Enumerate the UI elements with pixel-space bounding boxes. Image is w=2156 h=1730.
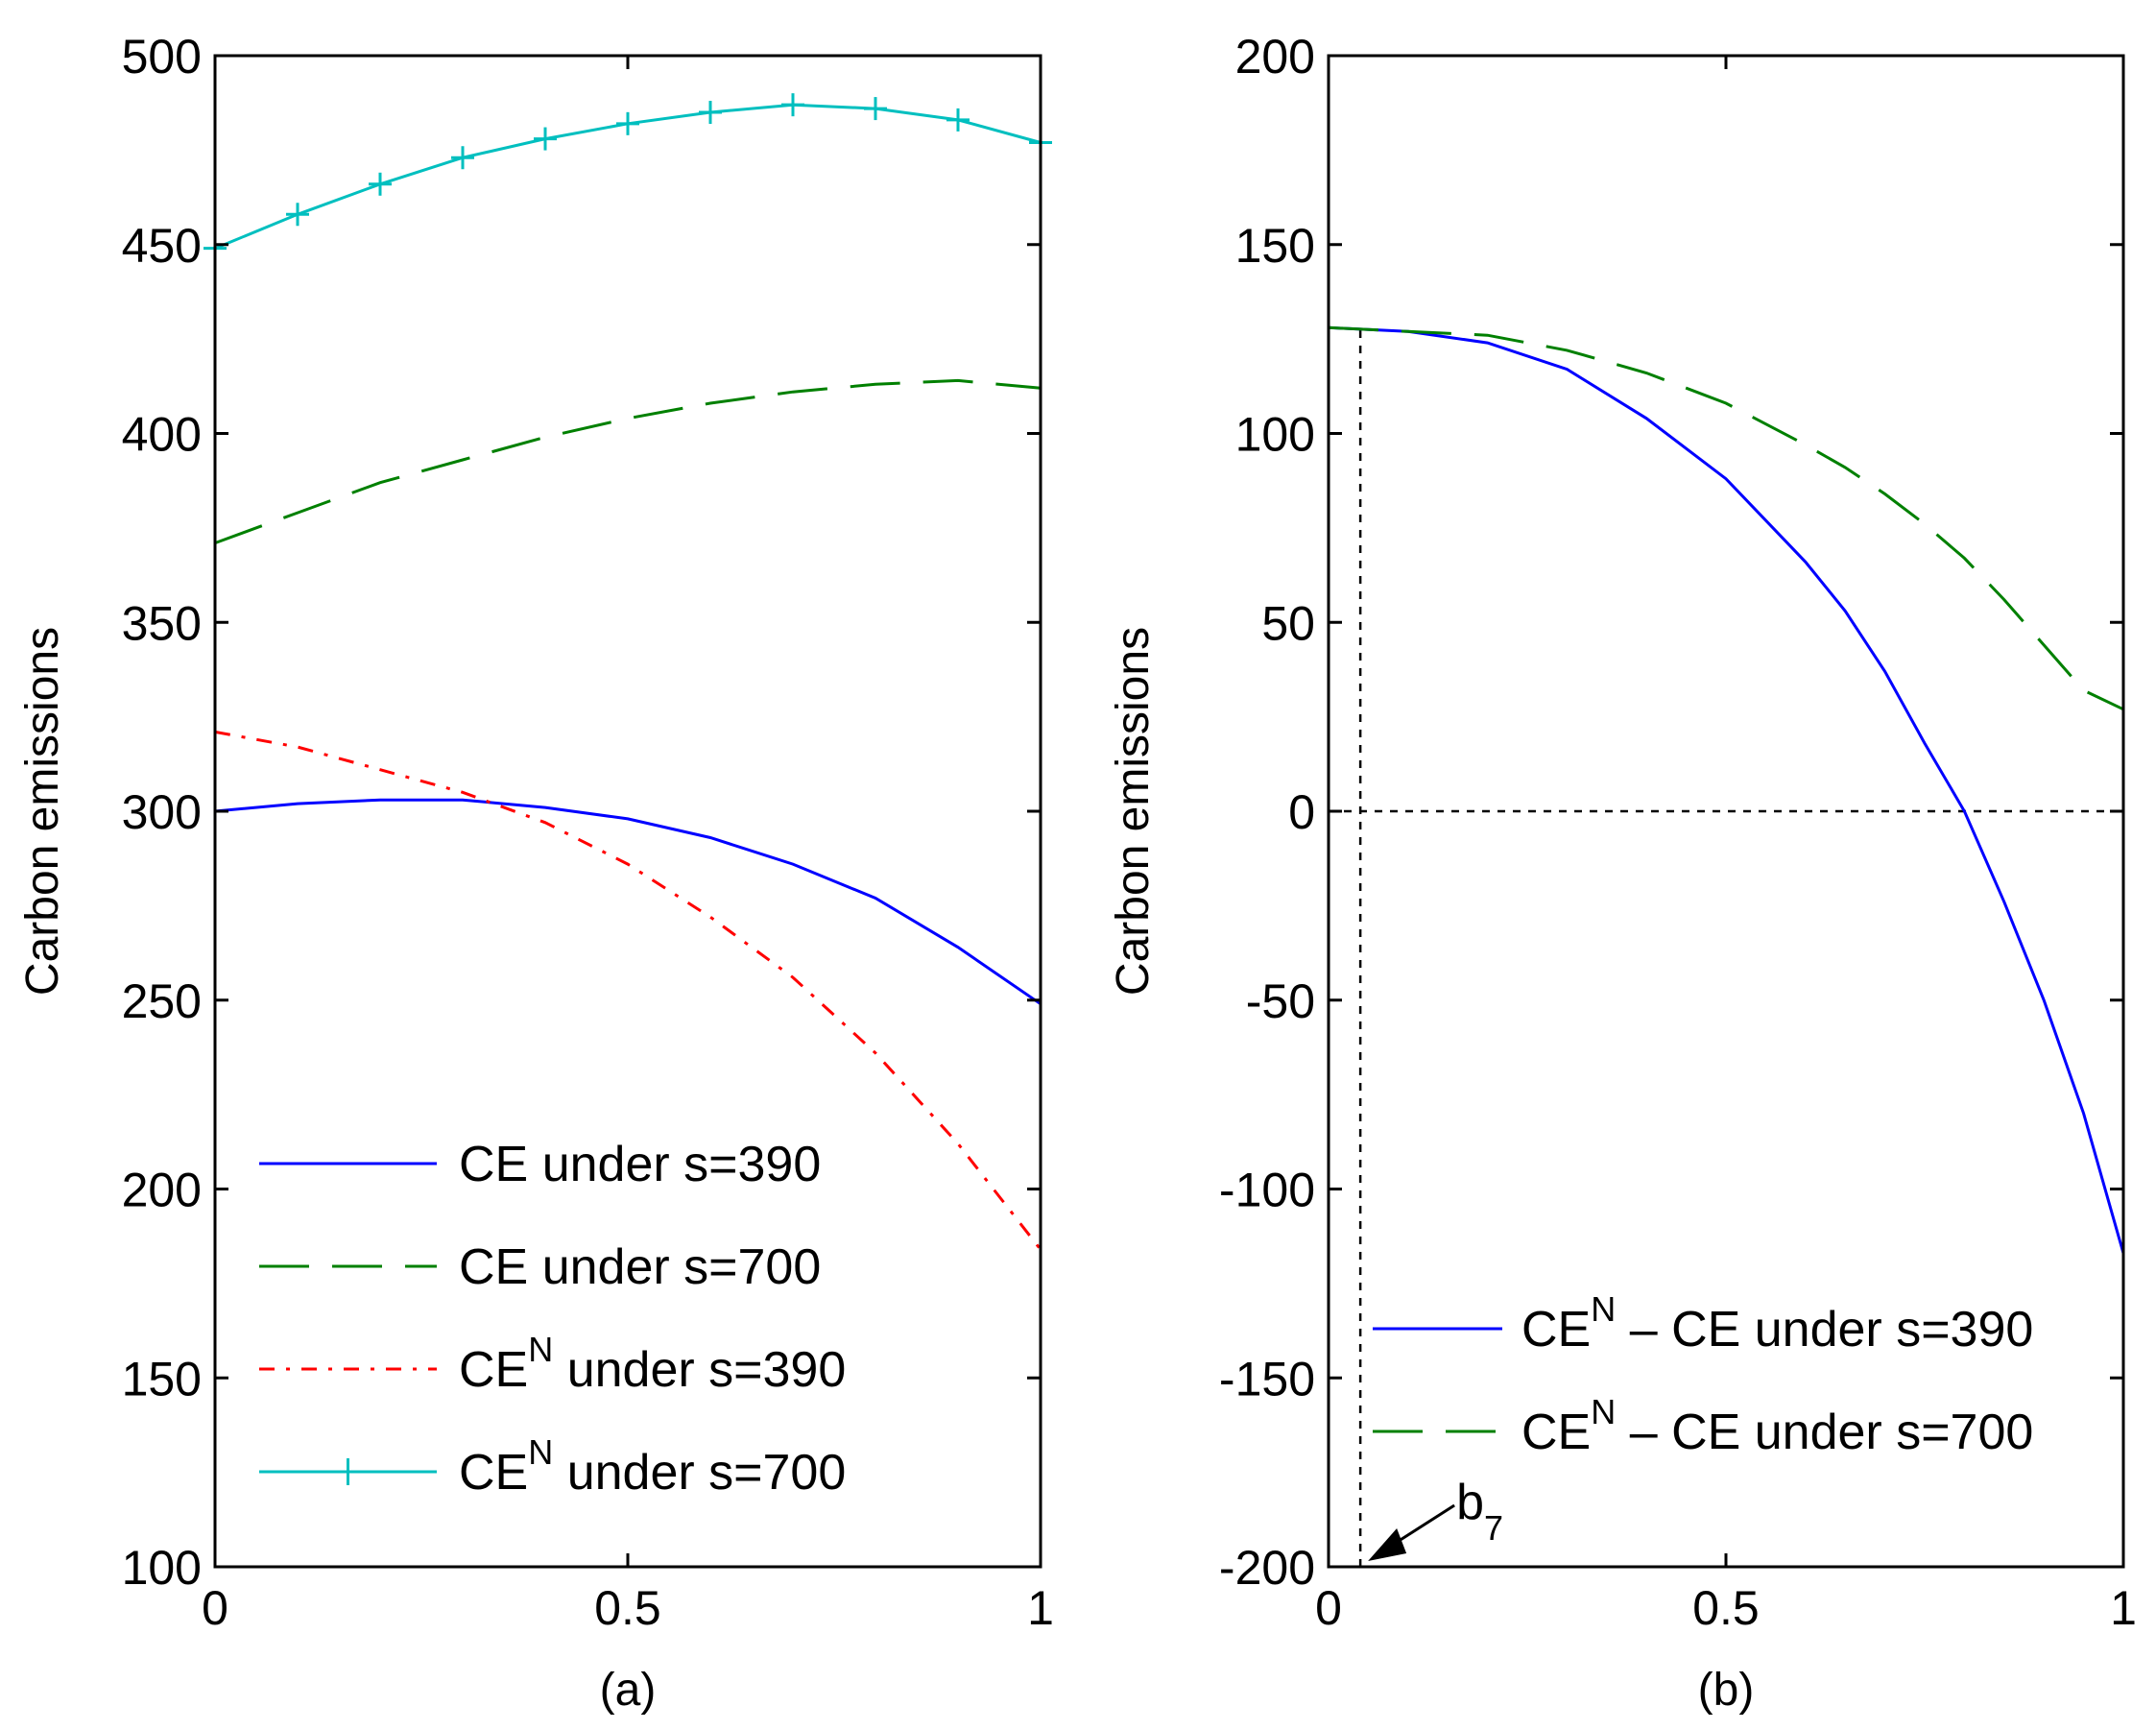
legend-label: CE under s=700 xyxy=(459,1239,821,1295)
y-tick-label: 450 xyxy=(122,219,202,273)
x-tick-label: 1 xyxy=(2110,1581,2137,1635)
annotation-arrowhead xyxy=(1368,1528,1407,1561)
legend-entry: CEN under s=390 xyxy=(259,1330,846,1398)
y-tick-label: 150 xyxy=(122,1352,202,1406)
y-tick-label: 0 xyxy=(1288,785,1315,839)
legend-entry: CEN – CE under s=390 xyxy=(1373,1289,2033,1358)
panel-b-reference-lines xyxy=(1329,327,2123,1567)
series-marker xyxy=(534,127,557,151)
panel-a-series xyxy=(204,93,1052,1251)
legend-label: CEN under s=700 xyxy=(459,1432,846,1501)
panel-b-legend: CEN – CE under s=390 CEN – CE under s=700 xyxy=(1373,1289,2033,1460)
panel-a-ticks: 0 0.5 1 100 150 200 250 300 350 400 450 500 xyxy=(122,30,1054,1635)
series-marker xyxy=(616,111,639,135)
y-tick-label: 500 xyxy=(122,30,202,84)
legend-entry: CE under s=390 xyxy=(259,1137,821,1192)
legend-label: CE under s=390 xyxy=(459,1137,821,1192)
series-marker xyxy=(781,93,804,117)
legend-entry: CEN under s=700 xyxy=(259,1432,846,1501)
y-tick-label: 100 xyxy=(122,1541,202,1595)
y-tick-label: 200 xyxy=(1235,30,1315,84)
legend-label: CEN – CE under s=390 xyxy=(1521,1289,2033,1358)
y-tick-label: 350 xyxy=(122,596,202,650)
y-tick-label: 250 xyxy=(122,974,202,1028)
y-tick-label: 50 xyxy=(1261,596,1315,650)
annotation-label: b7 xyxy=(1456,1475,1503,1548)
y-tick-label: -50 xyxy=(1246,974,1315,1028)
panel-a: 0 0.5 1 100 150 200 250 300 350 400 450 500 CE unde… xyxy=(17,30,1054,1716)
panel-b-caption: (b) xyxy=(1698,1665,1755,1716)
y-tick-label: 200 xyxy=(122,1164,202,1217)
series-line xyxy=(214,730,1042,1251)
legend-entry: CE under s=700 xyxy=(259,1239,821,1295)
y-tick-label: -100 xyxy=(1219,1164,1315,1217)
panel-b-ticks: 0 0.5 1 -200 -150 -100 -50 0 50 100 150 200 xyxy=(1219,30,2137,1635)
series-marker xyxy=(699,101,722,125)
series-line xyxy=(214,378,1042,545)
y-tick-label: -150 xyxy=(1219,1352,1315,1406)
y-tick-label: 300 xyxy=(122,785,202,839)
legend-label: CEN under s=390 xyxy=(459,1330,846,1398)
x-tick-label: 0.5 xyxy=(1692,1581,1760,1635)
series-line xyxy=(1328,325,2125,1254)
x-tick-label: 0 xyxy=(202,1581,228,1635)
panel-b: 0 0.5 1 -200 -150 -100 -50 0 50 100 150 200 CEN – C… xyxy=(1108,30,2137,1716)
panel-b-annotation: b7 xyxy=(1368,1475,1503,1561)
x-tick-label: 0.5 xyxy=(594,1581,661,1635)
legend-label: CEN – CE under s=700 xyxy=(1521,1392,2033,1460)
panel-a-ylabel: Carbon emissions xyxy=(17,627,68,996)
y-tick-label: -200 xyxy=(1219,1541,1315,1595)
y-tick-label: 100 xyxy=(1235,408,1315,462)
y-tick-label: 400 xyxy=(122,408,202,462)
series-marker xyxy=(286,203,309,227)
panel-b-series xyxy=(1328,325,2125,1254)
legend-entry: CEN – CE under s=700 xyxy=(1373,1392,2033,1460)
series-marker xyxy=(946,108,970,132)
series-line xyxy=(214,798,1042,1005)
series-marker xyxy=(451,146,474,170)
y-tick-label: 150 xyxy=(1235,219,1315,273)
series-marker xyxy=(369,172,392,196)
panel-a-legend: CE under s=390 CE under s=700 CEN under s=… xyxy=(259,1137,846,1501)
x-tick-label: 0 xyxy=(1315,1581,1342,1635)
x-tick-label: 1 xyxy=(1027,1581,1054,1635)
panel-a-caption: (a) xyxy=(600,1665,657,1716)
panel-a-frame xyxy=(213,54,1042,1569)
series-line xyxy=(1328,325,2124,711)
panel-b-ylabel: Carbon emissions xyxy=(1108,627,1159,996)
series-marker xyxy=(864,97,887,121)
